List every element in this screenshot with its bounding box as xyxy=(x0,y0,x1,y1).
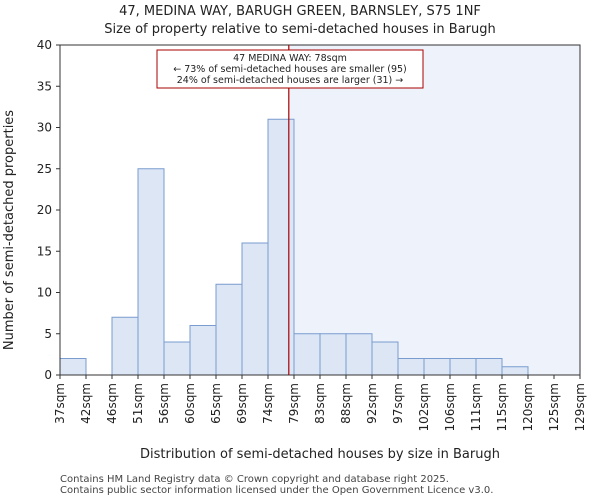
x-tick-label: 111sqm xyxy=(469,383,483,431)
x-tick-label: 79sqm xyxy=(287,383,301,424)
x-tick-label: 129sqm xyxy=(573,383,587,431)
bar-97sqm xyxy=(397,358,425,376)
larger-region-shade xyxy=(288,45,580,375)
x-tick-label: 102sqm xyxy=(417,383,431,431)
bar-65sqm xyxy=(215,283,243,376)
bar-60sqm xyxy=(189,325,217,376)
bar-115sqm xyxy=(501,366,529,376)
x-tick-label: 83sqm xyxy=(313,383,327,424)
x-tick-label: 92sqm xyxy=(365,383,379,424)
x-tick-label: 51sqm xyxy=(131,383,145,424)
x-tick-label: 46sqm xyxy=(105,383,119,424)
annotation-line-3: 24% of semi-detached houses are larger (… xyxy=(177,75,404,86)
y-tick-label: 10 xyxy=(37,286,52,300)
x-tick-label: 56sqm xyxy=(157,383,171,424)
footer-line-1: Contains HM Land Registry data © Crown c… xyxy=(60,474,449,485)
bar-56sqm xyxy=(163,341,191,376)
x-tick-label: 120sqm xyxy=(521,383,535,431)
y-tick-label: 30 xyxy=(37,121,52,135)
bar-69sqm xyxy=(241,242,269,376)
bar-74sqm xyxy=(267,118,295,376)
x-tick-label: 42sqm xyxy=(79,383,93,424)
x-tick-label: 88sqm xyxy=(339,383,353,424)
y-tick-label: 20 xyxy=(37,203,52,217)
bar-46sqm xyxy=(111,316,139,376)
bar-106sqm xyxy=(449,358,477,376)
x-tick-label: 65sqm xyxy=(209,383,223,424)
bar-88sqm xyxy=(345,333,373,376)
bar-37sqm xyxy=(59,358,87,376)
x-tick-label: 106sqm xyxy=(443,383,457,431)
x-tick-label: 60sqm xyxy=(183,383,197,424)
y-tick-label: 0 xyxy=(44,368,52,382)
y-tick-label: 15 xyxy=(37,244,52,258)
chart-subtitle: Size of property relative to semi-detach… xyxy=(104,22,496,37)
annotation-line-2: ← 73% of semi-detached houses are smalle… xyxy=(173,64,407,75)
bar-102sqm xyxy=(423,358,451,376)
y-tick-label: 5 xyxy=(44,327,52,341)
x-tick-label: 74sqm xyxy=(261,383,275,424)
y-tick-label: 35 xyxy=(37,79,52,93)
x-tick-label: 115sqm xyxy=(495,383,509,431)
y-tick-label: 40 xyxy=(37,38,52,52)
bar-111sqm xyxy=(475,358,503,376)
footer-line-2: Contains public sector information licen… xyxy=(60,485,494,496)
bar-83sqm xyxy=(319,333,347,376)
annotation-line-1: 47 MEDINA WAY: 78sqm xyxy=(233,53,347,64)
chart-title: 47, MEDINA WAY, BARUGH GREEN, BARNSLEY, … xyxy=(119,4,481,19)
x-tick-label: 69sqm xyxy=(235,383,249,424)
bar-79sqm xyxy=(293,333,321,376)
annotation-box xyxy=(156,49,424,89)
y-tick-label: 25 xyxy=(37,162,52,176)
x-tick-label: 37sqm xyxy=(53,383,67,424)
y-axis-label: Number of semi-detached properties xyxy=(2,110,17,350)
x-tick-label: 97sqm xyxy=(391,383,405,424)
bar-51sqm xyxy=(137,168,165,376)
x-tick-label: 125sqm xyxy=(547,383,561,431)
bar-92sqm xyxy=(371,341,399,376)
x-axis-label: Distribution of semi-detached houses by … xyxy=(140,447,500,462)
